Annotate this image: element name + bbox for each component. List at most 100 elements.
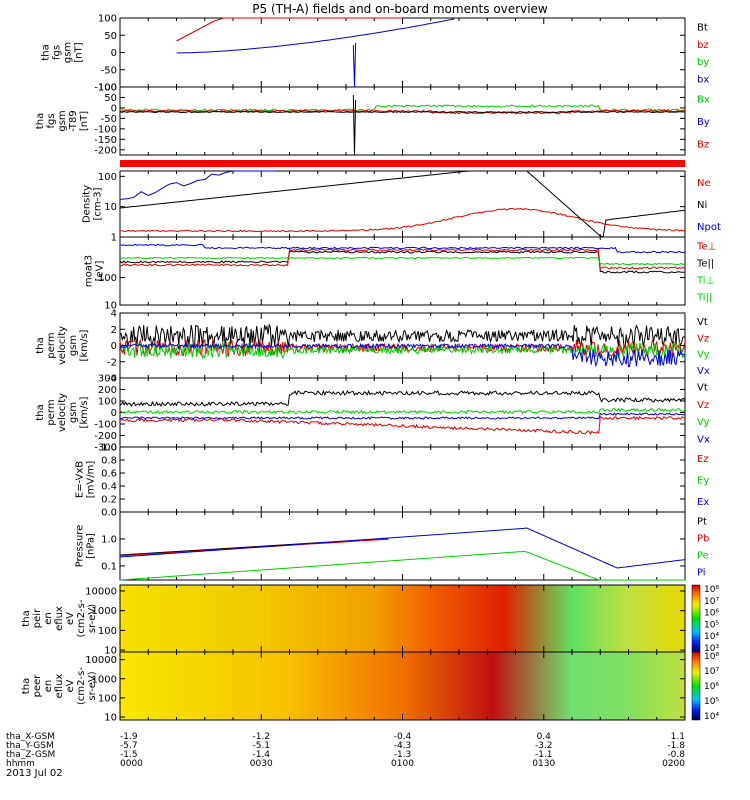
panel-1: 100 50 0 -50 -100 thafgsgsm[nT] Bt bz by bx — [41, 14, 710, 94]
legend-ti: Ti⊥ — [696, 276, 714, 287]
y-tick-label: 0.0 — [101, 508, 117, 519]
panel-frame-8 — [119, 511, 686, 581]
legend-vy: Vy — [697, 417, 710, 428]
legend-by: By — [697, 117, 710, 128]
trace-vx-1 — [119, 342, 686, 368]
y-tick-label: -200 — [94, 145, 117, 156]
trace-vz-2 — [119, 415, 686, 436]
trace-bx-t89 — [119, 104, 686, 112]
date-label: 2013 Jul 02 — [6, 768, 63, 779]
trace-vt-1 — [119, 323, 686, 349]
y-axis-label: thapeirenefluxeV(cm2-s-sr-eV) — [21, 599, 98, 637]
y-tick-label: 100 — [98, 14, 117, 25]
y-tick-label: 200 — [98, 385, 117, 396]
y-tick-label: 10 — [104, 202, 117, 213]
y-tick-label: 10 — [104, 301, 117, 312]
trace-te-par — [119, 243, 686, 254]
legend-bx: Bx — [697, 94, 710, 105]
y-tick-label: 10 — [104, 646, 117, 657]
legend-vx: Vx — [697, 434, 710, 445]
colorbar-tick: 10⁸ — [704, 652, 719, 662]
x-col-value: -0.4 — [394, 732, 412, 742]
trace-vx-2 — [119, 412, 686, 420]
legend-bz: Bz — [697, 140, 709, 151]
x-col-value: 0000 — [120, 759, 143, 769]
legend-vy: Vy — [697, 350, 710, 361]
y-tick-label: 50 — [104, 93, 117, 104]
y-axis-label: thapermvelocitygsm[km/s] — [35, 326, 90, 365]
y-tick-label: 0.6 — [101, 469, 117, 480]
y-tick-label: -100 — [94, 124, 117, 135]
y-tick-label: 100 — [98, 172, 117, 183]
y-tick-label: 10 — [104, 713, 117, 724]
trace-ne — [119, 207, 686, 233]
colorbar-10 — [691, 651, 701, 721]
trace-by-t89 — [119, 110, 686, 114]
y-axis-label: moat3[eV] — [84, 255, 106, 287]
x-col-value: 0.4 — [537, 732, 552, 742]
x-axis-block: tha_X-GSMtha_Y-GSMtha_Z-GSMhhmm-1.9-5.7-… — [6, 732, 685, 769]
colorbar-tick: 10⁴ — [704, 712, 719, 722]
panel-3: 100 10 1 Density[cm-3] Ne Ni Npot — [82, 170, 721, 244]
panel-7: 1.0 0.8 0.6 0.4 0.2 0.0 E=-VxB[mV/m] Ez Ey Ex — [75, 443, 710, 519]
colorbar-tick: 10⁴ — [704, 632, 719, 642]
y-tick-label: 100 — [98, 693, 117, 704]
colorbar-tick: 10⁵ — [704, 697, 719, 707]
legend-te: Te⊥ — [696, 242, 716, 253]
legend-bt: Bt — [697, 23, 708, 34]
y-tick-label: 1 — [111, 233, 117, 244]
y-tick-label: 10000 — [85, 586, 117, 597]
y-tick-label: 10000 — [85, 655, 117, 666]
panel-frame-2 — [119, 86, 686, 156]
colorbar-tick: 10⁶ — [704, 609, 719, 619]
trace-pe — [119, 550, 685, 581]
legend-ez: Ez — [697, 454, 709, 465]
trace-vt-2 — [119, 389, 686, 408]
y-tick-label: 100 — [98, 83, 117, 94]
legend-ti: Ti|| — [696, 293, 712, 304]
legend-pi: Pi — [697, 568, 706, 579]
y-axis-label: E=-VxB[mV/m] — [75, 461, 97, 499]
legend-bx: bx — [697, 74, 709, 85]
y-tick-label: -150 — [94, 135, 117, 146]
trace-ti-perp — [119, 248, 686, 270]
y-tick-label: 0 — [111, 48, 117, 59]
plot-title: P5 (TH-A) fields and on-board moments ov… — [252, 2, 548, 16]
y-tick-label: 0.4 — [101, 482, 117, 493]
colorbar-tick: 10⁷ — [704, 597, 719, 607]
y-tick-label: -100 — [94, 83, 117, 94]
heatmap-10 — [120, 652, 685, 720]
legend-by: by — [697, 57, 709, 68]
legend-vz: Vz — [697, 400, 709, 411]
trace-bx-spike — [352, 42, 357, 88]
y-tick-label: 0 — [111, 103, 117, 114]
x-col-value: 0200 — [662, 759, 685, 769]
y-axis-label: thapeerenefluxeV(cm2-s-sr-eV) — [21, 667, 98, 705]
colorbar-tick: 10⁸ — [704, 585, 719, 595]
trace-bx — [176, 18, 455, 54]
trace-bz — [176, 17, 403, 42]
y-tick-label: -100 — [94, 420, 117, 431]
panel-10: 10⁸ 10⁷ 10⁶ 10⁵ 10⁴ 10000 1000 100 10 thapeerenef… — [21, 651, 719, 724]
trace-npot — [119, 170, 276, 200]
colorbar-tick: 10⁷ — [704, 667, 719, 677]
colorbar-tick: 10⁶ — [704, 682, 719, 692]
x-col-value: 1.1 — [671, 732, 685, 742]
legend-ey: Ey — [697, 476, 709, 487]
x-row-label: hhmm — [6, 759, 35, 769]
y-tick-label: 1000 — [92, 606, 117, 617]
y-tick-label: 1.0 — [101, 534, 117, 545]
panel-frame-6 — [119, 377, 686, 448]
y-tick-label: 0 — [111, 341, 117, 352]
x-row-label: tha_Y-GSM — [6, 741, 54, 751]
legend-pe: Pe — [697, 551, 709, 562]
trace-ti-par — [119, 256, 686, 266]
legend-vz: Vz — [697, 333, 709, 344]
x-col-value: -1.2 — [252, 732, 270, 742]
y-tick-label: 50 — [104, 31, 117, 42]
trace-spike-2 — [352, 94, 357, 156]
y-tick-label: 300 — [98, 374, 117, 385]
x-col-value: -1.4 — [252, 750, 270, 760]
trace-pi — [119, 527, 686, 569]
